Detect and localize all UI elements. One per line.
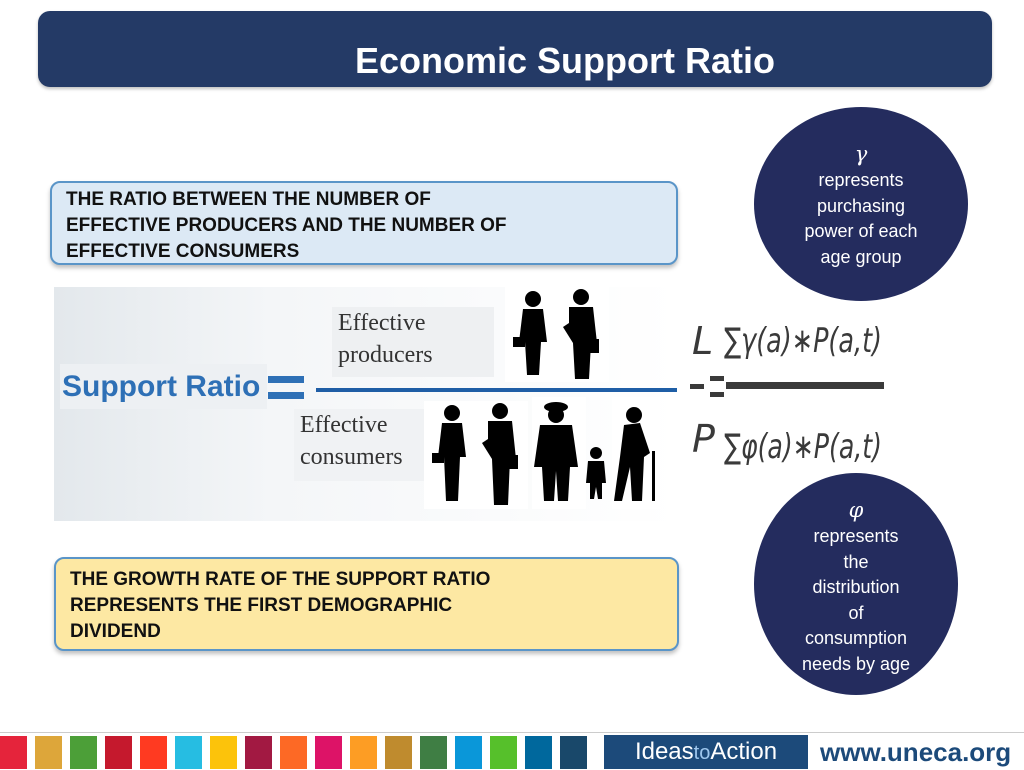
- fraction-line: [316, 388, 677, 392]
- gamma-description-circle: γ represents purchasing power of each ag…: [754, 107, 968, 301]
- sdg-tile: [490, 736, 517, 769]
- phi-text-line: consumption: [804, 628, 908, 648]
- phi-text-line: distribution: [812, 577, 900, 597]
- gamma-text-line: purchasing: [816, 195, 906, 216]
- ratio-definition-line: EFFECTIVE CONSUMERS: [66, 241, 300, 262]
- sdg-tile: [315, 736, 342, 769]
- effective-producers-label: Effective producers: [332, 307, 494, 377]
- growth-rate-line: THE GROWTH RATE OF THE SUPPORT RATIO: [70, 569, 491, 590]
- ratio-definition-line: THE RATIO BETWEEN THE NUMBER OF: [66, 189, 431, 210]
- sdg-tile: [210, 736, 237, 769]
- sdg-tile: [560, 736, 587, 769]
- formula-p: P: [692, 417, 715, 461]
- sdg-tile: [140, 736, 167, 769]
- sdg-tile: [280, 736, 307, 769]
- phi-text-line: represents: [813, 526, 899, 546]
- ratio-definition-line: EFFECTIVE PRODUCERS AND THE NUMBER OF: [66, 215, 507, 236]
- sdg-tile: [105, 736, 132, 769]
- gamma-text-line: power of each: [804, 221, 918, 241]
- producers-silhouette-icon: [505, 287, 609, 382]
- gamma-text-line: age group: [820, 246, 902, 267]
- sdg-tile: [175, 736, 202, 769]
- gamma-symbol: γ: [854, 142, 868, 166]
- sdg-tile: [420, 736, 447, 769]
- support-ratio-diagram: Support Ratio Effective producers Effect…: [54, 287, 677, 521]
- gamma-text-line: represents: [818, 170, 904, 190]
- ideas-to-action-logo: IdeastoAction: [604, 735, 808, 769]
- footer-bar: IdeastoAction www.uneca.org: [0, 732, 1024, 769]
- growth-rate-box: THE GROWTH RATE OF THE SUPPORT RATIO REP…: [54, 557, 679, 651]
- ratio-definition-box: THE RATIO BETWEEN THE NUMBER OF EFFECTIV…: [50, 181, 678, 265]
- effective-consumers-label: Effective consumers: [294, 409, 424, 481]
- formula-numerator: ∑γ(a)∗P(a,t): [724, 321, 882, 361]
- slide-title: Economic Support Ratio: [354, 40, 775, 81]
- phi-description-circle: φ represents the distribution of consump…: [754, 473, 958, 695]
- phi-text-line: of: [848, 602, 864, 623]
- growth-rate-line: DIVIDEND: [70, 621, 161, 642]
- sdg-tile: [350, 736, 377, 769]
- phi-text-line: needs by age: [801, 653, 911, 674]
- sdg-tile: [525, 736, 552, 769]
- sdg-tile: [385, 736, 412, 769]
- sdg-tile: [245, 736, 272, 769]
- growth-rate-line: REPRESENTS THE FIRST DEMOGRAPHIC: [70, 595, 453, 616]
- formula-denominator: ∑φ(a)∗P(a,t): [724, 427, 882, 467]
- sdg-tile: [70, 736, 97, 769]
- consumers-silhouette-icon: [424, 397, 660, 509]
- phi-text-line: the: [843, 551, 869, 572]
- sdg-tile: [0, 736, 27, 769]
- support-ratio-formula: L P ∑γ(a)∗P(a,t) ∑φ(a)∗P(a,t): [690, 319, 884, 467]
- sdg-tile: [455, 736, 482, 769]
- uneca-url[interactable]: www.uneca.org: [820, 737, 1012, 767]
- sdg-tile: [35, 736, 62, 769]
- equals-sign: [268, 376, 304, 402]
- support-ratio-label: Support Ratio: [60, 364, 267, 409]
- formula-l: L: [692, 319, 713, 363]
- title-bar: Economic Support Ratio: [38, 11, 992, 87]
- phi-symbol: φ: [848, 498, 864, 522]
